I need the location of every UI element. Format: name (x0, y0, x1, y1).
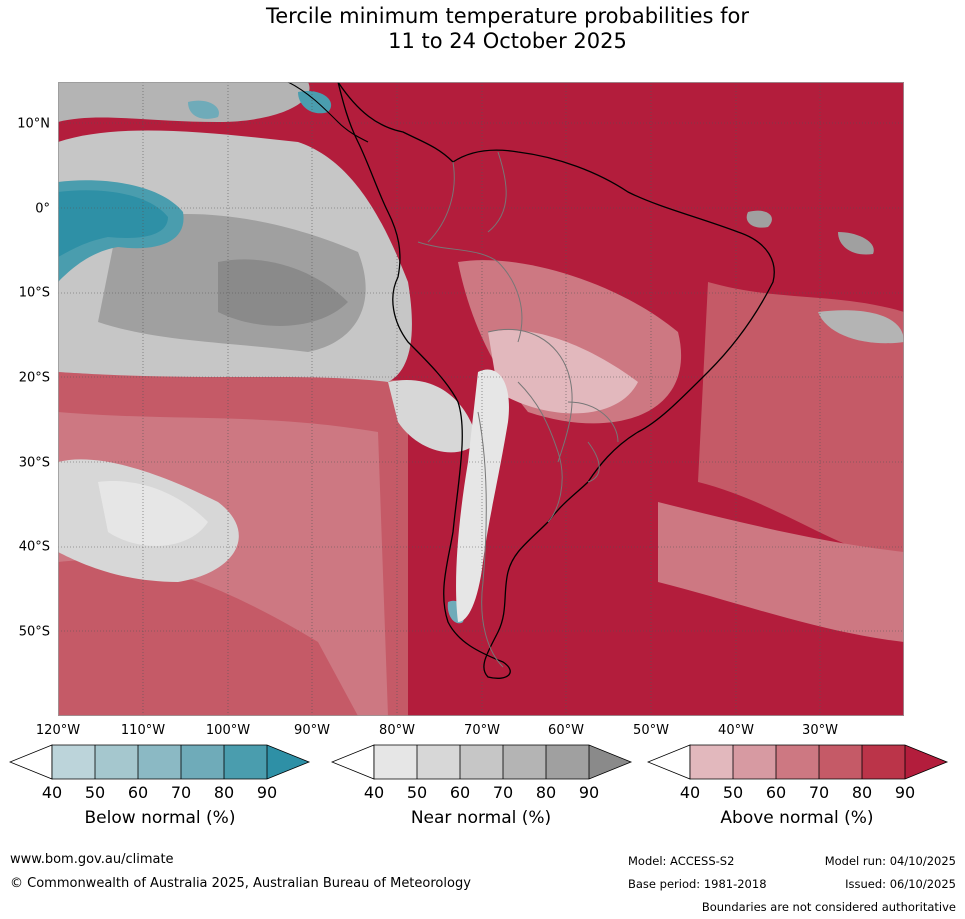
colorbar-near-seg-5 (546, 745, 589, 779)
chart-title: Tercile minimum temperature probabilitie… (0, 4, 965, 54)
lat-label-10n: 10°N (17, 116, 50, 132)
near-40-south-pacific (98, 481, 208, 546)
colorbar-near-seg-2 (417, 745, 460, 779)
near-90-pacific (218, 259, 348, 326)
colorbar-above-upper-arrow (905, 745, 947, 779)
lon-label-80w: 80°W (379, 723, 415, 738)
lat-label-0: 0° (35, 201, 50, 217)
colorbar-above-tick-60: 60 (765, 783, 787, 802)
below-normal-north (188, 100, 219, 119)
colorbar-above-seg-5 (862, 745, 905, 779)
colorbar-near-tick-70: 70 (492, 783, 514, 802)
colorbar-below-seg-2 (95, 745, 138, 779)
colorbar-above-tick-80: 80 (851, 783, 873, 802)
colorbar-near-seg-1 (374, 745, 417, 779)
near-normal-north-pacific (58, 82, 310, 122)
colorbar-near-tick-40: 40 (363, 783, 385, 802)
colorbar-below-tick-70: 70 (170, 783, 192, 802)
colorbar-above-tick-40: 40 (679, 783, 701, 802)
below-90-equatorial (58, 190, 168, 257)
colorbar-above-lower-arrow (647, 744, 691, 780)
colorbar-below-tick-80: 80 (213, 783, 235, 802)
south-america-coastline (337, 82, 775, 679)
near-patch-atlantic-1 (746, 210, 772, 228)
colorbar-above-tick-50: 50 (722, 783, 744, 802)
lon-label-120w: 120°W (35, 723, 81, 738)
country-boundaries (417, 151, 619, 668)
colorbar-near-tick-90: 90 (578, 783, 600, 802)
colorbar-near-label: Near normal (%) (410, 808, 552, 828)
colorbar-below-tick-90: 90 (256, 783, 278, 802)
colorbar-below-lower-arrow (9, 744, 53, 780)
colorbar-below-tick-50: 50 (84, 783, 106, 802)
colorbar-above-seg-4 (819, 745, 862, 779)
footer-model-run: Model run: 04/10/2025 (824, 854, 956, 868)
footer-copyright: © Commonwealth of Australia 2025, Austra… (10, 876, 471, 891)
map-svg (58, 82, 904, 716)
map-frame (58, 82, 904, 716)
colorbar-below-tick-40: 40 (41, 783, 63, 802)
colorbar-above-seg-2 (733, 745, 776, 779)
colorbar-above-tick-90: 90 (894, 783, 916, 802)
colorbar-below-upper-arrow (267, 745, 309, 779)
lon-label-30w: 30°W (802, 723, 838, 738)
above-60-region-atlantic (658, 502, 904, 642)
colorbar-near-upper-arrow (589, 745, 631, 779)
above-70-region-atlantic (698, 282, 904, 562)
footer-model: Model: ACCESS-S2 (628, 854, 735, 868)
colorbar-above-seg-3 (776, 745, 819, 779)
lat-label-20s: 20°S (18, 370, 50, 386)
colorbar-near-tick-80: 80 (535, 783, 557, 802)
colorbar-near-tick-60: 60 (449, 783, 471, 802)
colorbar-near-seg-3 (460, 745, 503, 779)
central-america-coastline (287, 82, 369, 143)
colorbar-above-normal (647, 744, 949, 780)
footer-website: www.bom.gov.au/climate (10, 852, 174, 867)
probability-map (58, 82, 904, 716)
title-line-1: Tercile minimum temperature probabilitie… (265, 4, 750, 28)
footer-base-period: Base period: 1981-2018 (628, 877, 767, 891)
lat-label-10s: 10°S (18, 285, 50, 301)
colorbar-near-seg-4 (503, 745, 546, 779)
colorbar-above-label: Above normal (%) (720, 808, 874, 828)
lat-label-50s: 50°S (18, 624, 50, 640)
colorbar-below-seg-5 (224, 745, 267, 779)
colorbar-below-tick-60: 60 (127, 783, 149, 802)
lon-label-60w: 60°W (548, 723, 584, 738)
footer-disclaimer: Boundaries are not considered authoritat… (701, 900, 956, 914)
lon-label-100w: 100°W (205, 723, 251, 738)
colorbar-below-seg-4 (181, 745, 224, 779)
colorbar-near-lower-arrow (331, 744, 375, 780)
above-40-region-brazil (488, 330, 638, 414)
lat-label-40s: 40°S (18, 539, 50, 555)
lon-label-50w: 50°W (633, 723, 669, 738)
near-normal-chile-coast (388, 380, 478, 453)
colorbar-below-label: Below normal (%) (84, 808, 236, 828)
title-line-2: 11 to 24 October 2025 (388, 29, 627, 53)
colorbar-above-tick-70: 70 (808, 783, 830, 802)
colorbar-near-normal (331, 744, 633, 780)
colorbar-below-seg-3 (138, 745, 181, 779)
lon-label-70w: 70°W (464, 723, 500, 738)
colorbar-near-tick-50: 50 (406, 783, 428, 802)
lat-label-30s: 30°S (18, 455, 50, 471)
near-patch-atlantic-3 (818, 310, 904, 344)
above-70-region-sw (58, 560, 358, 716)
near-40-andes (456, 369, 509, 622)
lon-label-90w: 90°W (294, 723, 330, 738)
colorbar-below-normal (9, 744, 311, 780)
colorbar-above-seg-1 (690, 745, 733, 779)
footer-issued: Issued: 06/10/2025 (845, 877, 956, 891)
lon-label-40w: 40°W (718, 723, 754, 738)
lon-label-110w: 110°W (120, 723, 166, 738)
near-patch-atlantic-2 (838, 232, 874, 255)
colorbar-below-seg-1 (52, 745, 95, 779)
